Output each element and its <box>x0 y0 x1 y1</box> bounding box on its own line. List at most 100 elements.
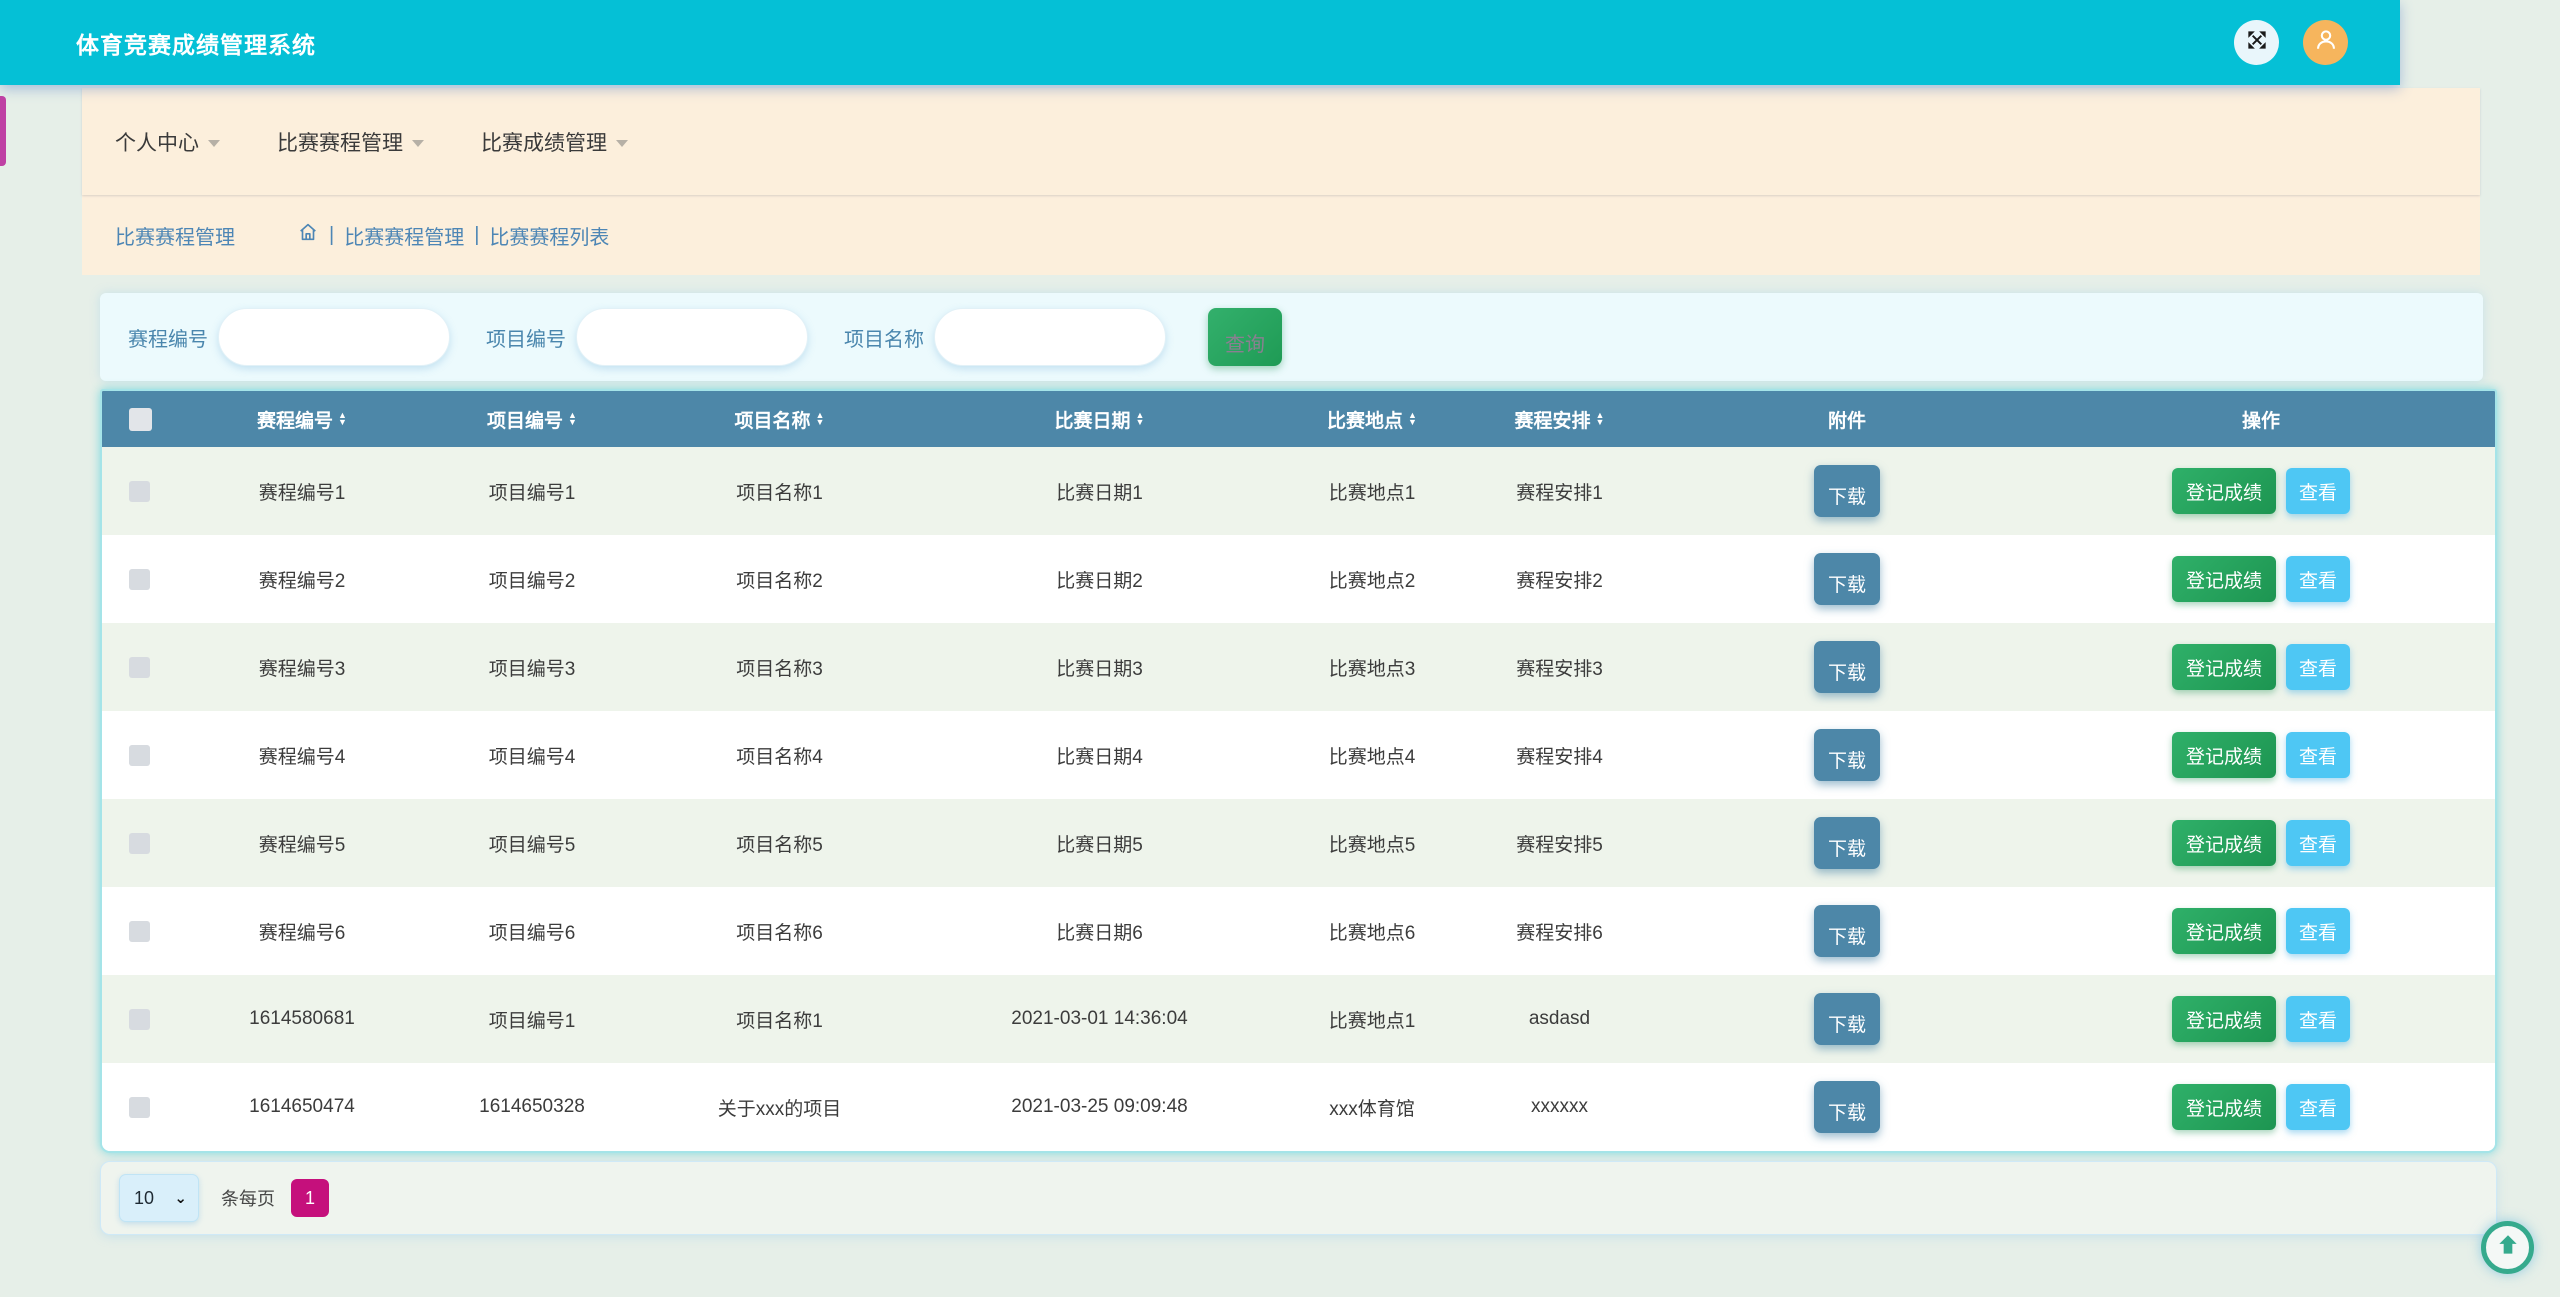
column-header-schedule-no[interactable]: 赛程编号 <box>192 406 412 433</box>
cell-item-name: 项目名称4 <box>736 746 823 768</box>
current-page-badge[interactable]: 1 <box>291 1179 329 1217</box>
breadcrumb: 比赛赛程管理 | 比赛赛程管理 | 比赛赛程列表 <box>82 195 2480 275</box>
menu-label: 比赛赛程管理 <box>277 131 403 155</box>
register-score-button[interactable]: 登记成绩 <box>2171 908 2276 954</box>
column-header-date[interactable]: 比赛日期 <box>907 406 1292 433</box>
row-checkbox[interactable] <box>129 832 150 854</box>
cell-date: 比赛日期5 <box>1056 834 1143 856</box>
header-icons <box>2234 0 2348 85</box>
download-button[interactable]: 下载 <box>1814 817 1880 869</box>
app-header: 体育竞赛成绩管理系统 <box>0 0 2400 85</box>
breadcrumb-item-schedule-management[interactable]: 比赛赛程管理 <box>344 226 465 249</box>
row-checkbox[interactable] <box>129 920 150 942</box>
breadcrumb-item-schedule-list[interactable]: 比赛赛程列表 <box>489 226 610 249</box>
row-checkbox[interactable] <box>129 744 150 766</box>
menu-item-schedule-management[interactable]: 比赛赛程管理 <box>277 127 424 157</box>
sort-icon[interactable] <box>1408 412 1417 426</box>
collapsed-sidebar-tab[interactable] <box>0 96 6 166</box>
row-checkbox[interactable] <box>129 1008 150 1030</box>
view-button[interactable]: 查看 <box>2286 996 2350 1042</box>
cell-item-name: 关于xxx的项目 <box>717 1098 842 1120</box>
view-button[interactable]: 查看 <box>2286 732 2350 778</box>
row-checkbox[interactable] <box>129 568 150 590</box>
breadcrumb-separator: | <box>329 223 335 246</box>
view-button[interactable]: 查看 <box>2286 468 2350 514</box>
register-score-button[interactable]: 登记成绩 <box>2171 468 2276 514</box>
register-score-button[interactable]: 登记成绩 <box>2171 732 2276 778</box>
sort-icon[interactable] <box>1596 412 1605 426</box>
view-button[interactable]: 查看 <box>2286 908 2350 954</box>
cell-venue: 比赛地点4 <box>1328 746 1416 768</box>
user-avatar-button[interactable] <box>2303 20 2348 65</box>
cell-venue: 比赛地点5 <box>1328 834 1416 856</box>
download-button[interactable]: 下载 <box>1814 641 1880 693</box>
row-checkbox[interactable] <box>129 656 150 678</box>
view-button[interactable]: 查看 <box>2286 556 2350 602</box>
pagination-bar: 10 ⌄ 条每页 1 <box>100 1161 2497 1235</box>
back-to-top-button[interactable] <box>2481 1221 2534 1274</box>
register-score-button[interactable]: 登记成绩 <box>2171 996 2276 1042</box>
table-body: 赛程编号1 项目编号1 项目名称1 比赛日期1 比赛地点1 赛程安排1 下载 登… <box>102 447 2495 1151</box>
column-header-arrangement[interactable]: 赛程安排 <box>1452 406 1667 433</box>
view-button[interactable]: 查看 <box>2286 644 2350 690</box>
column-header-actions: 操作 <box>2241 410 2280 432</box>
home-icon[interactable] <box>297 221 319 249</box>
table-row: 1614650474 1614650328 关于xxx的项目 2021-03-2… <box>102 1063 2495 1151</box>
sort-icon[interactable] <box>816 412 825 426</box>
menu-item-score-management[interactable]: 比赛成绩管理 <box>481 127 628 157</box>
page-size-select[interactable]: 10 <box>119 1174 199 1222</box>
download-button[interactable]: 下载 <box>1814 993 1880 1045</box>
column-header-venue[interactable]: 比赛地点 <box>1292 406 1452 433</box>
register-score-button[interactable]: 登记成绩 <box>2171 1084 2276 1130</box>
row-checkbox[interactable] <box>129 1096 150 1118</box>
download-button[interactable]: 下载 <box>1814 553 1880 605</box>
cell-schedule-no: 1614580681 <box>249 1008 355 1029</box>
view-button[interactable]: 查看 <box>2286 820 2350 866</box>
cell-schedule-no: 1614650474 <box>249 1096 355 1117</box>
cell-item-name: 项目名称5 <box>736 834 823 856</box>
cell-arrangement: 赛程安排4 <box>1516 746 1603 768</box>
item-name-input[interactable] <box>934 308 1166 366</box>
table-row: 赛程编号2 项目编号2 项目名称2 比赛日期2 比赛地点2 赛程安排2 下载 登… <box>102 535 2495 623</box>
download-button[interactable]: 下载 <box>1814 729 1880 781</box>
row-checkbox[interactable] <box>129 480 150 502</box>
breadcrumb-section-title[interactable]: 比赛赛程管理 <box>115 226 235 249</box>
cell-item-no: 项目编号5 <box>488 834 576 856</box>
table-row: 赛程编号4 项目编号4 项目名称4 比赛日期4 比赛地点4 赛程安排4 下载 登… <box>102 711 2495 799</box>
column-header-item-name[interactable]: 项目名称 <box>652 406 907 433</box>
cell-date: 比赛日期3 <box>1056 658 1143 680</box>
menu-item-personal-center[interactable]: 个人中心 <box>115 127 220 157</box>
search-button[interactable]: 查询 <box>1208 308 1282 366</box>
register-score-button[interactable]: 登记成绩 <box>2171 820 2276 866</box>
download-button[interactable]: 下载 <box>1814 1081 1880 1133</box>
register-score-button[interactable]: 登记成绩 <box>2171 644 2276 690</box>
download-button[interactable]: 下载 <box>1814 465 1880 517</box>
arrow-up-icon <box>2495 1232 2521 1263</box>
cell-item-no: 1614650328 <box>479 1096 585 1117</box>
sort-icon[interactable] <box>568 412 577 426</box>
chevron-down-icon <box>616 140 628 147</box>
cell-arrangement: asdasd <box>1528 1008 1591 1029</box>
sort-icon[interactable] <box>1136 412 1145 426</box>
cell-venue: 比赛地点1 <box>1328 1010 1416 1032</box>
column-header-item-no[interactable]: 项目编号 <box>412 406 652 433</box>
schedule-no-input[interactable] <box>218 308 450 366</box>
select-all-checkbox[interactable] <box>129 407 152 431</box>
view-button[interactable]: 查看 <box>2286 1084 2350 1130</box>
cell-date: 2021-03-25 09:09:48 <box>1011 1096 1188 1117</box>
cell-arrangement: 赛程安排5 <box>1516 834 1603 856</box>
cell-arrangement: xxxxxx <box>1531 1096 1588 1117</box>
download-button[interactable]: 下载 <box>1814 905 1880 957</box>
cell-arrangement: 赛程安排3 <box>1516 658 1603 680</box>
cell-item-name: 项目名称6 <box>736 922 823 944</box>
fullscreen-button[interactable] <box>2234 20 2279 65</box>
register-score-button[interactable]: 登记成绩 <box>2171 556 2276 602</box>
sort-icon[interactable] <box>338 412 347 426</box>
menu-label: 个人中心 <box>115 131 199 155</box>
search-panel: 赛程编号 项目编号 项目名称 查询 <box>100 293 2483 381</box>
item-no-input[interactable] <box>576 308 808 366</box>
cell-schedule-no: 赛程编号1 <box>258 482 346 504</box>
table-row: 赛程编号3 项目编号3 项目名称3 比赛日期3 比赛地点3 赛程安排3 下载 登… <box>102 623 2495 711</box>
schedule-no-label: 赛程编号 <box>128 328 208 351</box>
cell-arrangement: 赛程安排6 <box>1516 922 1603 944</box>
